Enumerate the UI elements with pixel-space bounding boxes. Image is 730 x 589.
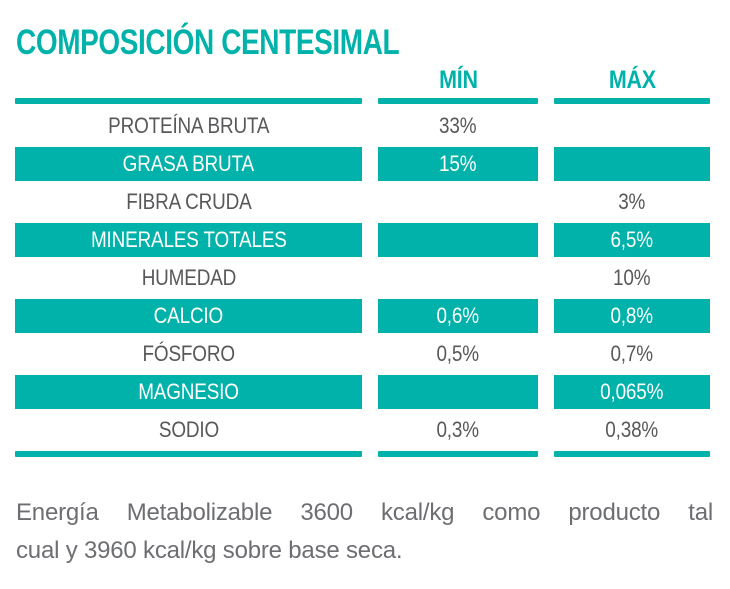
row-label: FÓSFORO (142, 341, 235, 366)
row-label: HUMEDAD (141, 265, 236, 290)
footer-note: Energía Metabolizable 3600 kcal/kg como … (16, 494, 713, 570)
max-value-cell: 10% (554, 259, 710, 297)
min-value: 0,6% (436, 303, 480, 328)
max-value: 0,8% (610, 303, 654, 328)
row-label-cell: MINERALES TOTALES (15, 221, 362, 259)
column-header-min: MÍN (438, 66, 478, 94)
header-rule-min-segment (378, 98, 538, 104)
row-label-cell: HUMEDAD (15, 259, 362, 297)
bottom-rule-label-segment (15, 451, 362, 457)
max-value-cell: 0,065% (554, 373, 710, 411)
bottom-rule-min-segment (378, 451, 538, 457)
table-row: SODIO 0,3% 0,38% (15, 411, 710, 449)
min-value-cell (378, 221, 538, 259)
min-value-cell (378, 183, 538, 221)
min-value-cell (378, 259, 538, 297)
row-label-cell: FIBRA CRUDA (15, 183, 362, 221)
max-value: 0,38% (605, 417, 659, 442)
table-row: FIBRA CRUDA 3% (15, 183, 710, 221)
row-label: CALCIO (153, 303, 224, 328)
footer-line-2: cual y 3960 kcal/kg sobre base seca. (16, 537, 403, 564)
table-row: MINERALES TOTALES 6,5% (15, 221, 710, 259)
footer-line-1: Energía Metabolizable 3600 kcal/kg como … (16, 499, 713, 526)
row-label-cell: FÓSFORO (15, 335, 362, 373)
max-value-cell (554, 145, 710, 183)
header-spacer (15, 65, 362, 95)
table-header-row: MÍN MÁX (15, 65, 710, 95)
table-row: GRASA BRUTA 15% (15, 145, 710, 183)
column-header-max: MÁX (608, 66, 656, 94)
min-value: 33% (439, 113, 477, 138)
bottom-rule-max-segment (554, 451, 710, 457)
min-value-cell: 33% (378, 107, 538, 145)
table-row: FÓSFORO 0,5% 0,7% (15, 335, 710, 373)
row-label-cell: CALCIO (15, 297, 362, 335)
header-rule-label-segment (15, 98, 362, 104)
min-value: 15% (439, 151, 477, 176)
min-value-cell (378, 373, 538, 411)
table-row: PROTEÍNA BRUTA 33% (15, 107, 710, 145)
min-value-cell: 0,3% (378, 411, 538, 449)
min-value-cell: 15% (378, 145, 538, 183)
max-value-cell: 0,8% (554, 297, 710, 335)
min-value: 0,3% (436, 417, 480, 442)
max-value: 6,5% (610, 227, 654, 252)
row-label-cell: PROTEÍNA BRUTA (15, 107, 362, 145)
row-label: GRASA BRUTA (122, 151, 255, 176)
page-title: COMPOSICIÓN CENTESIMAL (16, 23, 730, 62)
row-label: PROTEÍNA BRUTA (107, 113, 270, 138)
table-body: PROTEÍNA BRUTA 33% GRASA BRUTA 15% FIBRA… (15, 107, 710, 449)
max-value-cell: 0,38% (554, 411, 710, 449)
max-value: 3% (618, 189, 646, 214)
max-value-cell (554, 107, 710, 145)
min-value-cell: 0,6% (378, 297, 538, 335)
table-row: CALCIO 0,6% 0,8% (15, 297, 710, 335)
row-label: FIBRA CRUDA (125, 189, 252, 214)
max-value: 10% (613, 265, 651, 290)
page-title-text: COMPOSICIÓN CENTESIMAL (16, 23, 400, 62)
max-value-cell: 3% (554, 183, 710, 221)
bottom-rule (15, 451, 710, 457)
header-rule (15, 98, 710, 104)
row-label-cell: SODIO (15, 411, 362, 449)
row-label: MAGNESIO (138, 379, 239, 404)
table-row: MAGNESIO 0,065% (15, 373, 710, 411)
min-value: 0,5% (436, 341, 480, 366)
row-label-cell: MAGNESIO (15, 373, 362, 411)
table-row: HUMEDAD 10% (15, 259, 710, 297)
min-value-cell: 0,5% (378, 335, 538, 373)
max-value: 0,065% (600, 379, 664, 404)
row-label: SODIO (158, 417, 219, 442)
max-value: 0,7% (610, 341, 654, 366)
row-label: MINERALES TOTALES (90, 227, 287, 252)
header-rule-max-segment (554, 98, 710, 104)
composition-table: MÍN MÁX PROTEÍNA BRUTA 33% GRASA BRUTA 1… (15, 65, 710, 457)
max-value-cell: 0,7% (554, 335, 710, 373)
max-value-cell: 6,5% (554, 221, 710, 259)
row-label-cell: GRASA BRUTA (15, 145, 362, 183)
